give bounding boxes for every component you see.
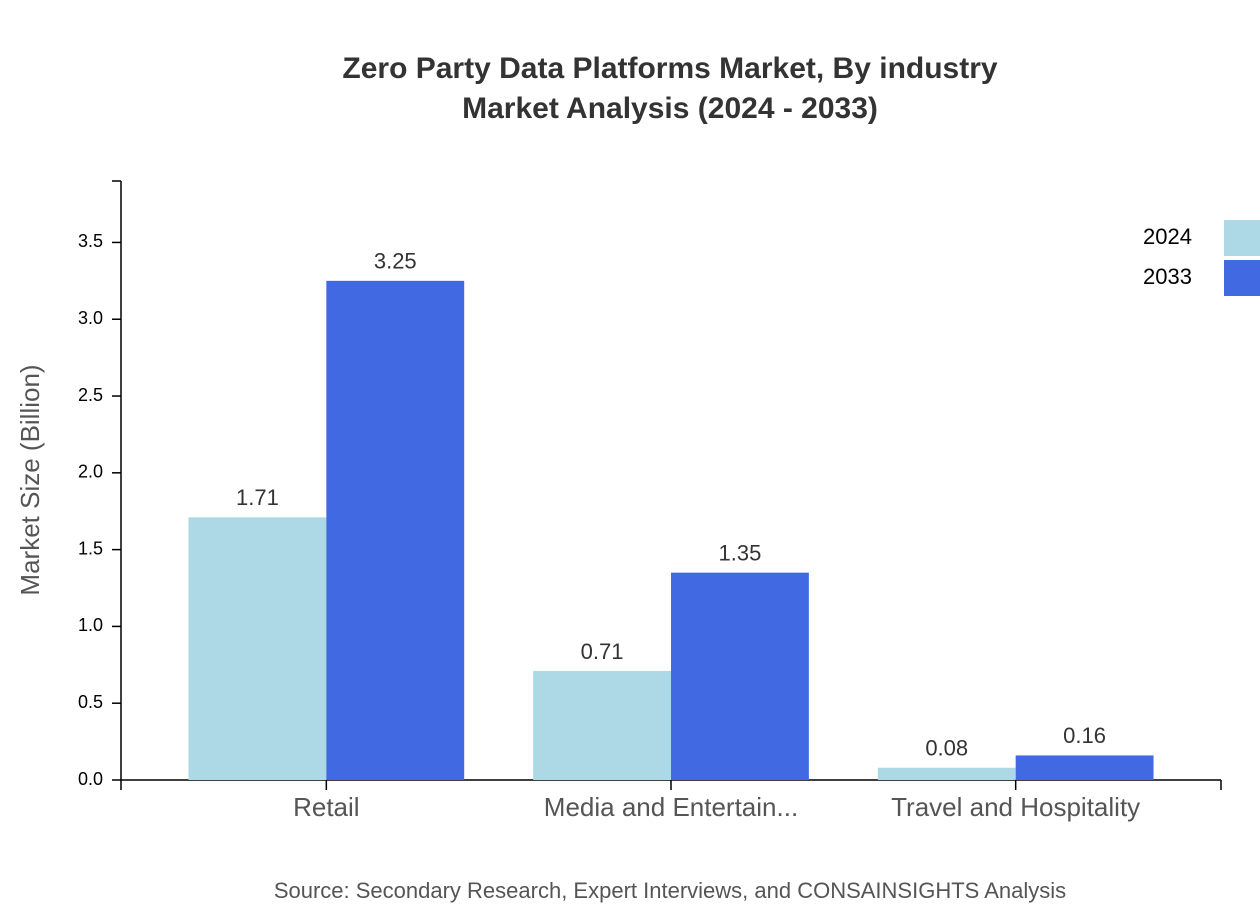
bar	[1015, 755, 1154, 780]
data-label: 3.25	[374, 249, 417, 274]
y-tick-label: 1.5	[78, 538, 103, 558]
data-label: 0.08	[925, 736, 968, 761]
bar	[877, 767, 1016, 780]
y-tick-label: 0.0	[78, 769, 103, 789]
data-label: 1.35	[719, 540, 762, 565]
bar	[188, 517, 327, 780]
source-note: Source: Secondary Research, Expert Inter…	[274, 878, 1066, 903]
bar	[326, 280, 465, 780]
chart-title: Zero Party Data Platforms Market, By ind…	[342, 52, 998, 85]
data-label: 0.71	[581, 639, 624, 664]
chart-subtitle: Market Analysis (2024 - 2033)	[462, 92, 878, 125]
bar	[533, 670, 671, 780]
legend-swatch	[1224, 260, 1260, 296]
y-tick-label: 3.5	[78, 231, 103, 251]
legend-label: 2024	[1143, 224, 1192, 249]
y-tick-label: 0.5	[78, 692, 103, 712]
data-label: 0.16	[1063, 723, 1106, 748]
legend-label: 2033	[1143, 264, 1192, 289]
data-label: 1.71	[236, 485, 279, 510]
y-tick-label: 1.0	[78, 615, 103, 635]
y-tick-label: 2.0	[78, 462, 103, 482]
x-tick-label: Travel and Hospitality	[891, 792, 1140, 822]
x-tick-label: Retail	[293, 792, 359, 822]
y-tick-label: 3.0	[78, 308, 103, 328]
y-tick-label: 2.5	[78, 385, 103, 405]
bar	[671, 572, 809, 780]
x-tick-label: Media and Entertain...	[544, 792, 798, 822]
legend-swatch	[1224, 220, 1260, 256]
y-axis-label: Market Size (Billion)	[15, 364, 45, 595]
